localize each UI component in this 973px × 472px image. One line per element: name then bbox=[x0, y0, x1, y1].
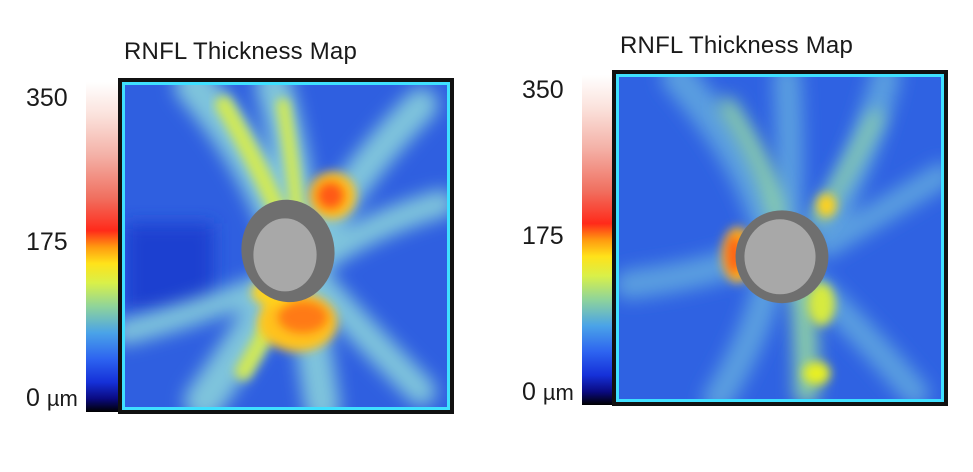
thickness-map-panel-left: RNFL Thickness Map 350 175 0 µm bbox=[0, 0, 470, 472]
optic-disc bbox=[735, 210, 829, 304]
scale-max-label: 350 bbox=[522, 76, 564, 104]
map-title: RNFL Thickness Map bbox=[124, 38, 358, 65]
thickness-map-canvas bbox=[616, 74, 944, 402]
thickness-map-panel-right: RNFL Thickness Map 350 175 0 µm bbox=[490, 0, 960, 472]
scale-unit: µm bbox=[542, 380, 574, 405]
map-title: RNFL Thickness Map bbox=[620, 32, 854, 59]
thickness-heatmap bbox=[125, 85, 447, 407]
scale-unit: µm bbox=[46, 386, 78, 411]
scale-min-label: 0 µm bbox=[26, 384, 78, 413]
scale-min-value: 0 bbox=[522, 378, 536, 406]
thickness-map-image bbox=[612, 70, 948, 406]
scale-min-label: 0 µm bbox=[522, 378, 574, 407]
optic-disc bbox=[241, 199, 335, 303]
thickness-heatmap bbox=[619, 77, 941, 399]
scale-mid-label: 175 bbox=[26, 228, 68, 256]
color-scale-bar bbox=[582, 75, 616, 405]
scale-mid-label: 175 bbox=[522, 222, 564, 250]
thickness-map-image bbox=[118, 78, 454, 414]
thickness-map-canvas bbox=[122, 82, 450, 410]
scale-min-value: 0 bbox=[26, 384, 40, 412]
scale-max-label: 350 bbox=[26, 84, 68, 112]
color-scale-bar bbox=[86, 82, 120, 412]
